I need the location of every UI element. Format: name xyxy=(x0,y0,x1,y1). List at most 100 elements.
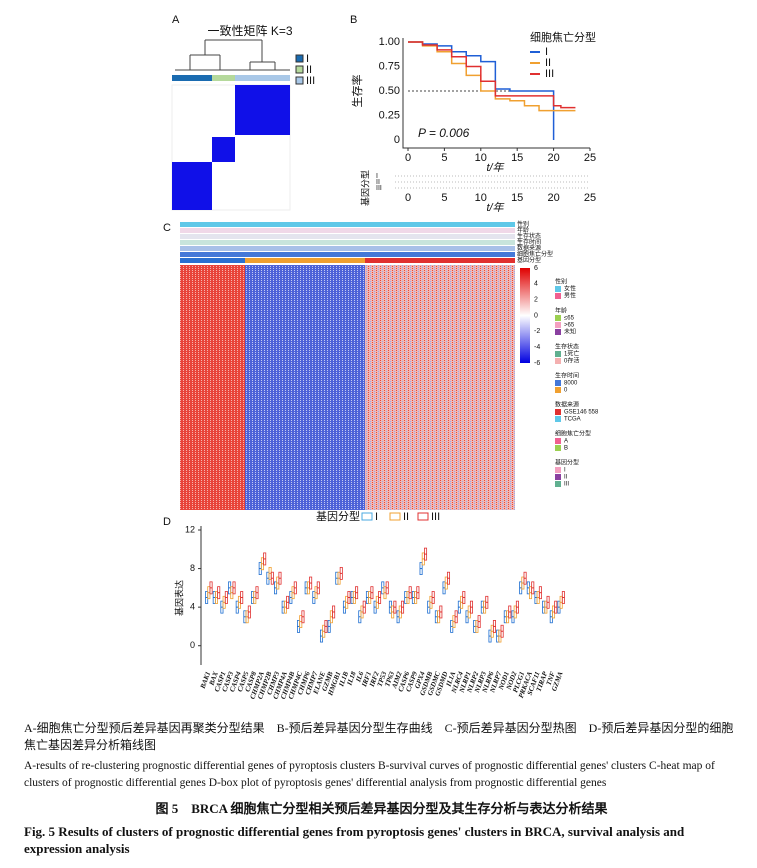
y-tick-label: 0.75 xyxy=(379,60,400,72)
annotation: P = 0.006 xyxy=(418,126,470,140)
legend-title: 细胞焦亡分型 xyxy=(530,30,596,44)
legend-label: III xyxy=(564,482,569,488)
cluster-bar xyxy=(235,75,290,81)
annot-bar xyxy=(365,258,515,263)
legend-label: III xyxy=(431,511,440,523)
x-tick-label: 15 xyxy=(511,152,523,164)
annot-bar xyxy=(180,222,515,227)
risk-tick-label: 0 xyxy=(405,192,411,204)
panel-title: 一致性矩阵 K=3 xyxy=(207,24,292,38)
legend-label: I xyxy=(375,511,378,523)
cluster-bar xyxy=(212,75,235,81)
legend-label: 8000 xyxy=(564,381,578,387)
x-tick-label: 25 xyxy=(584,152,596,164)
legend-label: B xyxy=(564,446,568,452)
y-tick-label: 0.25 xyxy=(379,109,400,121)
colorbar-label: -2 xyxy=(534,328,540,335)
legend-swatch xyxy=(555,293,561,299)
row-label: 数据来源 xyxy=(517,244,541,252)
legend-label: 未知 xyxy=(564,328,576,336)
legend-label: TCGA xyxy=(564,417,581,423)
annot-bar xyxy=(180,252,515,257)
legend-title: 数据来源 xyxy=(555,401,579,409)
row-label: 基因分型 xyxy=(517,256,541,264)
legend-swatch xyxy=(555,467,561,473)
legend-label: II xyxy=(306,64,312,76)
y-tick-label: 1.00 xyxy=(379,36,400,48)
legend-label: II xyxy=(403,511,409,523)
risk-tick-label: 25 xyxy=(584,192,596,204)
survival-chart: 00.250.500.751.0000551010151520202525生存率… xyxy=(350,30,596,204)
colorbar-label: 2 xyxy=(534,297,538,304)
legend-swatch xyxy=(555,481,561,487)
legend-label: I xyxy=(545,46,548,58)
legend-title: 基因分型 xyxy=(316,509,360,523)
legend-swatch xyxy=(555,315,561,321)
caption-en: A-results of re-clustering prognostic di… xyxy=(24,760,715,789)
x-tick-label: IL6 xyxy=(354,670,366,684)
panel-label: D xyxy=(163,516,171,528)
row-label: 生存状态 xyxy=(517,232,541,240)
legend-label: III xyxy=(306,75,315,87)
legend-swatch xyxy=(555,474,561,480)
legend-swatch xyxy=(555,380,561,386)
y-tick-label: 4 xyxy=(190,602,195,612)
legend-swatch xyxy=(555,358,561,364)
matrix-block xyxy=(212,137,235,162)
legend-title: 年龄 xyxy=(555,307,567,315)
bottom-legend: 基因分型 I II III xyxy=(316,509,440,523)
colorbar-ticks: 6 4 2 0 -2 -4 -6 xyxy=(534,265,540,367)
x-tick-label: 0 xyxy=(405,152,411,164)
legend-swatch xyxy=(555,322,561,328)
axis xyxy=(402,38,590,149)
annot-bar xyxy=(245,258,365,263)
legend-swatch xyxy=(555,409,561,415)
risk-row-label: III xyxy=(376,185,382,192)
y-tick-label: 0 xyxy=(190,640,195,650)
colorbar xyxy=(520,268,530,363)
legend-label: GSE146 558 xyxy=(564,410,599,416)
panel-label: C xyxy=(163,222,171,234)
heatmap-block xyxy=(180,265,245,510)
risk-label: 基因分型 xyxy=(359,170,370,206)
matrix-block xyxy=(235,85,290,135)
cluster-bar xyxy=(172,75,212,81)
row-label: 细胞焦亡分型 xyxy=(517,250,553,258)
survival-curve xyxy=(408,41,555,140)
legend-swatch xyxy=(295,76,304,85)
heatmap-block xyxy=(245,265,365,510)
legend-label: 0存活 xyxy=(564,357,579,365)
legend-swatch xyxy=(389,512,401,521)
legend-label: II xyxy=(545,57,551,69)
risk-tick-label: 5 xyxy=(441,192,447,204)
annot-bar xyxy=(180,258,245,263)
y-tick-label: 12 xyxy=(185,524,195,534)
legend-swatch xyxy=(555,329,561,335)
legend-swatch xyxy=(417,512,429,521)
risk-tick-label: 20 xyxy=(547,192,559,204)
heatmap-block xyxy=(365,265,515,510)
y-tick-label: 0 xyxy=(394,134,400,146)
x-tick-label: 20 xyxy=(547,152,559,164)
matrix-block xyxy=(172,162,212,210)
legend-swatch xyxy=(555,438,561,444)
y-label: 生存率 xyxy=(350,75,364,108)
y-label: 基因表达 xyxy=(173,580,184,616)
y-tick-label: 0.50 xyxy=(379,85,400,97)
legend-label: >65 xyxy=(564,323,575,329)
risk-tick-label: 10 xyxy=(475,192,487,204)
legend-title: 生存时间 xyxy=(555,372,579,380)
colorbar-label: 0 xyxy=(534,312,538,319)
legend-label: I xyxy=(306,53,309,65)
box-chart: 04812基因表达BAK1BAXCASP1CASP3CASP4CASP5CASP… xyxy=(173,524,565,700)
legend-swatch xyxy=(555,286,561,292)
legend-swatch xyxy=(295,65,304,74)
legend-swatch xyxy=(555,351,561,357)
x-tick-label: 10 xyxy=(475,152,487,164)
x-label: t/年 xyxy=(486,161,504,174)
legend-swatch xyxy=(361,512,373,521)
